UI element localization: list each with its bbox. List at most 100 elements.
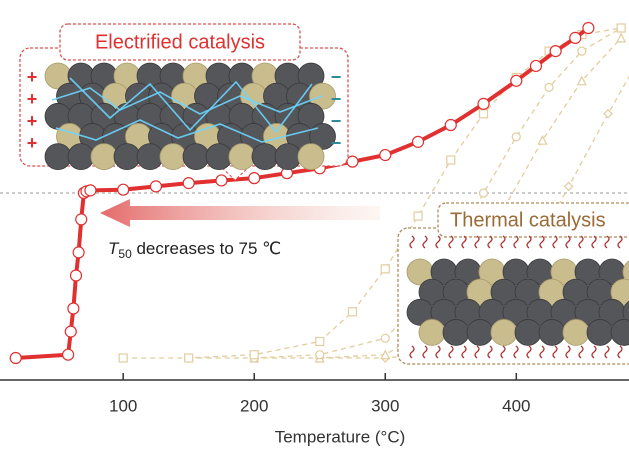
- data-point: [537, 134, 548, 145]
- data-point: [118, 353, 128, 363]
- sphere: [562, 319, 590, 346]
- plus-sign: +: [27, 111, 38, 131]
- lightning: [51, 87, 323, 115]
- sphere: [274, 143, 302, 171]
- sphere: [136, 143, 164, 171]
- data-point: [563, 181, 574, 192]
- heat-wave: [617, 235, 623, 249]
- sphere: [514, 319, 542, 346]
- heat-wave: [578, 235, 584, 249]
- data-point: [84, 184, 97, 197]
- heat-wave: [565, 345, 571, 359]
- annotation: T50 decreases to 75 ℃: [108, 239, 281, 261]
- sphere: [44, 143, 72, 171]
- data-point: [249, 350, 259, 360]
- heat-wave: [539, 345, 545, 359]
- heat-wave: [565, 235, 571, 249]
- heat-wave: [513, 345, 519, 359]
- sphere: [309, 82, 336, 110]
- x-tick-label: 400: [502, 396, 530, 415]
- heat-wave: [422, 235, 428, 249]
- sphere: [113, 143, 141, 171]
- panel-title-box: [437, 202, 629, 238]
- sphere: [159, 143, 187, 171]
- heat-wave: [435, 235, 441, 249]
- sphere: [466, 319, 494, 346]
- data-point: [413, 211, 423, 221]
- heat-wave: [461, 235, 467, 249]
- x-tick-label: 200: [240, 396, 268, 415]
- data-point: [577, 46, 587, 56]
- panel-title: Electrified catalysis: [95, 31, 265, 53]
- data-point: [72, 246, 85, 259]
- heat-wave: [617, 345, 623, 359]
- sphere: [622, 260, 629, 284]
- annotation-part: 50: [118, 247, 132, 261]
- sphere: [228, 143, 256, 171]
- heat-wave: [500, 235, 506, 249]
- data-point: [182, 177, 195, 190]
- data-point: [446, 155, 456, 165]
- data-point: [315, 350, 325, 360]
- x-axis-title: Temperature (°C): [275, 427, 406, 446]
- illustrations: Electrified catalysis + − + − + − + − Thermal cat…: [19, 23, 629, 365]
- data-point: [67, 302, 80, 315]
- x-tick-label: 100: [109, 396, 137, 415]
- data-point: [569, 31, 582, 45]
- heat-wave: [591, 345, 597, 359]
- sphere: [610, 319, 629, 346]
- sphere: [538, 319, 566, 346]
- data-point: [149, 180, 163, 193]
- arrow: [100, 199, 380, 227]
- sphere: [297, 143, 325, 171]
- sphere: [418, 319, 446, 346]
- sphere: [610, 278, 629, 306]
- heat-wave: [474, 345, 480, 359]
- sphere: [251, 143, 279, 171]
- data-point: [616, 32, 627, 43]
- heat-wave: [604, 345, 610, 359]
- data-point: [347, 307, 358, 317]
- heat-wave: [474, 235, 480, 249]
- data-point: [64, 325, 77, 338]
- data-point: [510, 74, 523, 87]
- data-point: [315, 336, 325, 347]
- heat-wave: [487, 345, 493, 359]
- data-point: [511, 132, 521, 142]
- sphere: [309, 123, 336, 150]
- sphere: [297, 62, 325, 90]
- heat-wave: [461, 345, 467, 359]
- sphere: [182, 143, 210, 171]
- data-point: [69, 269, 83, 282]
- sphere: [622, 300, 629, 324]
- data-point: [477, 97, 490, 111]
- minus-sign: −: [331, 133, 342, 153]
- data-point: [582, 21, 595, 35]
- heat-wave: [409, 345, 415, 359]
- data-point: [379, 148, 392, 162]
- heat-wave: [422, 345, 428, 359]
- heat-wave: [500, 345, 506, 359]
- data-point: [184, 353, 194, 363]
- heat-wave: [591, 235, 597, 249]
- minus-sign: −: [331, 67, 342, 87]
- panel-title-box: [59, 23, 301, 61]
- heat-wave: [526, 235, 532, 249]
- plus-sign: +: [27, 133, 38, 153]
- heat-wave: [409, 235, 415, 249]
- data-point: [411, 135, 425, 148]
- sphere: [205, 143, 233, 171]
- x-tick-label: 300: [371, 396, 399, 415]
- heat-wave: [526, 345, 532, 359]
- data-point: [616, 23, 626, 33]
- data-point: [529, 59, 543, 73]
- heat-wave: [513, 235, 519, 249]
- heat-wave: [448, 345, 454, 359]
- heat-wave: [487, 235, 493, 249]
- heat-wave: [448, 235, 454, 249]
- heat-wave: [552, 345, 558, 359]
- data-point: [576, 75, 587, 86]
- heat-wave: [578, 345, 584, 359]
- heat-wave: [539, 235, 545, 249]
